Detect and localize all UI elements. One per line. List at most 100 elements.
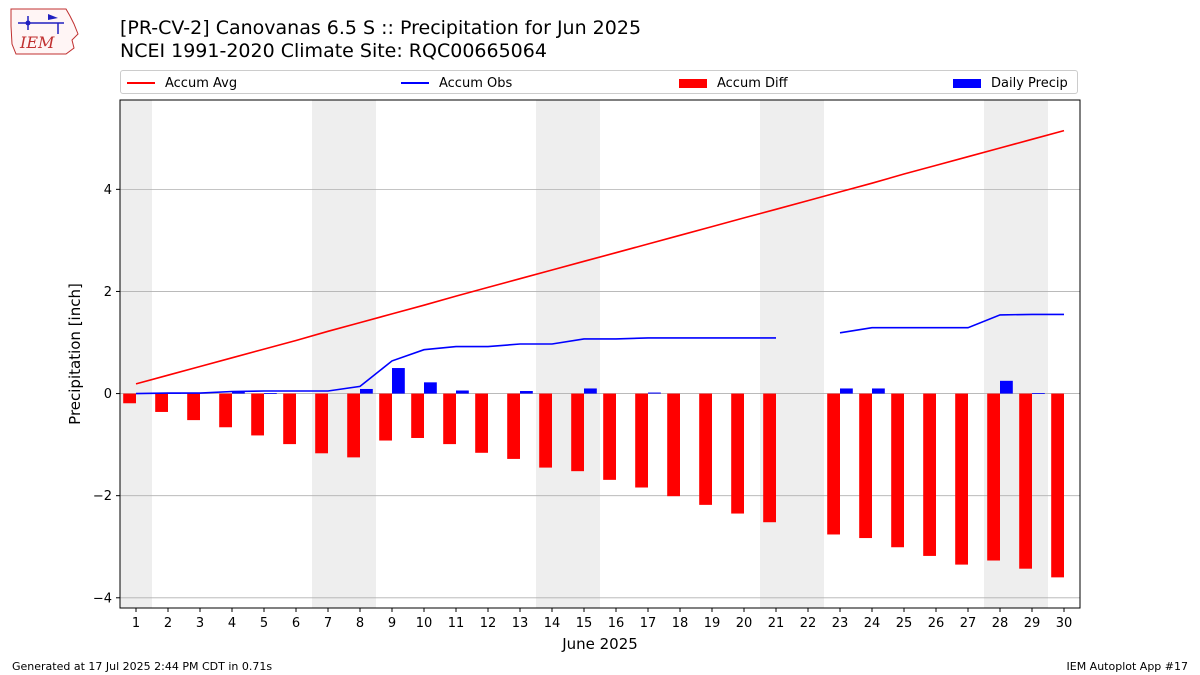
y-tick-label-1: −2 — [93, 489, 112, 504]
legend: Accum Avg Accum Obs Accum Diff Daily Pre… — [120, 70, 1078, 94]
accum-diff-bar-20 — [731, 393, 744, 514]
x-tick-label-18: 18 — [672, 616, 689, 631]
accum-diff-bar-12 — [475, 393, 488, 453]
legend-swatch-daily-precip — [953, 78, 981, 88]
plot-frame — [119, 99, 1081, 609]
legend-item-daily-precip: Daily Precip — [953, 74, 1068, 92]
accum-diff-bar-25 — [891, 393, 904, 548]
accum-diff-bar-4 — [219, 393, 232, 428]
legend-label-accum-diff: Accum Diff — [717, 75, 788, 91]
daily-precip-bar-28 — [1000, 380, 1013, 394]
x-tick-label-30: 30 — [1056, 616, 1073, 631]
accum-diff-bar-13 — [507, 393, 520, 459]
chart-subtitle: NCEI 1991-2020 Climate Site: RQC00665064 — [120, 40, 547, 62]
x-tick-label-12: 12 — [480, 616, 497, 631]
accum-obs-line-segment-0 — [135, 337, 776, 395]
daily-precip-bar-11 — [456, 390, 469, 394]
y-tick-label-4: 4 — [104, 183, 112, 198]
x-tick-label-8: 8 — [356, 616, 364, 631]
x-tick-label-6: 6 — [292, 616, 300, 631]
x-tick-label-7: 7 — [324, 616, 332, 631]
x-tick-label-20: 20 — [736, 616, 753, 631]
x-tick-label-4: 4 — [228, 616, 236, 631]
weekend-shade-3 — [760, 100, 824, 608]
accum-diff-bar-3 — [187, 393, 200, 421]
x-tick-label-2: 2 — [164, 616, 172, 631]
accum-diff-bar-10 — [411, 393, 424, 438]
daily-precip-bar-23 — [840, 388, 853, 394]
accum-obs-line-segment-1 — [839, 313, 1064, 334]
daily-precip-bar-8 — [360, 388, 373, 394]
accum-diff-bar-19 — [699, 393, 712, 505]
legend-label-accum-avg: Accum Avg — [165, 75, 238, 91]
accum-diff-bar-24 — [859, 393, 872, 539]
x-tick-label-11: 11 — [448, 616, 465, 631]
daily-precip-bar-5 — [264, 393, 277, 394]
y-tick-label-3: 2 — [104, 285, 112, 300]
accum-diff-bar-7 — [315, 393, 328, 454]
accum-diff-bar-14 — [539, 393, 552, 468]
weekend-shade-2 — [536, 100, 600, 608]
accum-diff-bar-15 — [571, 393, 584, 472]
iem-logo: IEM — [8, 6, 80, 60]
legend-item-accum-diff: Accum Diff — [679, 74, 788, 92]
y-tick-label-0: −4 — [93, 591, 112, 606]
accum-diff-bar-30 — [1051, 393, 1064, 578]
legend-item-accum-obs: Accum Obs — [401, 74, 512, 92]
accum-diff-bar-17 — [635, 393, 648, 488]
x-tick-label-28: 28 — [992, 616, 1009, 631]
daily-precip-bar-17 — [648, 392, 661, 394]
legend-swatch-accum-obs — [401, 82, 429, 84]
accum-avg-line-segment-0 — [135, 129, 1065, 385]
x-tick-label-16: 16 — [608, 616, 625, 631]
x-tick-label-3: 3 — [196, 616, 204, 631]
x-tick-label-23: 23 — [832, 616, 849, 631]
x-axis-label: June 2025 — [561, 635, 638, 653]
accum-diff-bar-29 — [1019, 393, 1032, 569]
accum-diff-bar-26 — [923, 393, 936, 556]
app-label: IEM Autoplot App #17 — [1066, 660, 1189, 673]
x-tick-label-29: 29 — [1024, 616, 1041, 631]
weekend-shade-1 — [312, 100, 376, 608]
legend-label-accum-obs: Accum Obs — [439, 75, 513, 91]
accum-diff-bar-1 — [123, 393, 136, 404]
accum-diff-bar-6 — [283, 393, 296, 445]
accum-diff-bar-2 — [155, 393, 168, 412]
daily-precip-bar-4 — [232, 392, 245, 394]
legend-item-accum-avg: Accum Avg — [127, 74, 237, 92]
accum-diff-bar-18 — [667, 393, 680, 497]
legend-swatch-accum-diff — [679, 78, 707, 88]
legend-swatch-accum-avg — [127, 82, 155, 84]
daily-precip-bar-15 — [584, 388, 597, 394]
logo-text: IEM — [19, 33, 55, 52]
accum-diff-bar-16 — [603, 393, 616, 480]
daily-precip-bar-13 — [520, 391, 533, 394]
x-tick-label-25: 25 — [896, 616, 913, 631]
weekend-shade-0 — [120, 100, 152, 608]
x-tick-label-10: 10 — [416, 616, 433, 631]
x-tick-label-15: 15 — [576, 616, 593, 631]
daily-precip-bar-29 — [1032, 393, 1045, 394]
x-tick-label-24: 24 — [864, 616, 881, 631]
x-tick-label-17: 17 — [640, 616, 657, 631]
y-axis-label: Precipitation [inch] — [66, 283, 84, 425]
accum-diff-bar-23 — [827, 393, 840, 535]
chart-title: [PR-CV-2] Canovanas 6.5 S :: Precipitati… — [120, 17, 642, 39]
x-tick-label-26: 26 — [928, 616, 945, 631]
x-tick-label-14: 14 — [544, 616, 561, 631]
x-tick-label-19: 19 — [704, 616, 721, 631]
x-tick-label-21: 21 — [768, 616, 785, 631]
x-tick-label-13: 13 — [512, 616, 529, 631]
x-tick-label-5: 5 — [260, 616, 268, 631]
accum-diff-bar-21 — [763, 393, 776, 523]
x-tick-label-9: 9 — [388, 616, 396, 631]
accum-diff-bar-9 — [379, 393, 392, 441]
daily-precip-bar-10 — [424, 382, 437, 394]
accum-diff-bar-28 — [987, 393, 1000, 561]
x-tick-label-22: 22 — [800, 616, 817, 631]
accum-diff-bar-11 — [443, 393, 456, 445]
y-tick-label-2: 0 — [104, 387, 112, 402]
x-tick-label-1: 1 — [132, 616, 140, 631]
generated-timestamp: Generated at 17 Jul 2025 2:44 PM CDT in … — [12, 660, 273, 673]
